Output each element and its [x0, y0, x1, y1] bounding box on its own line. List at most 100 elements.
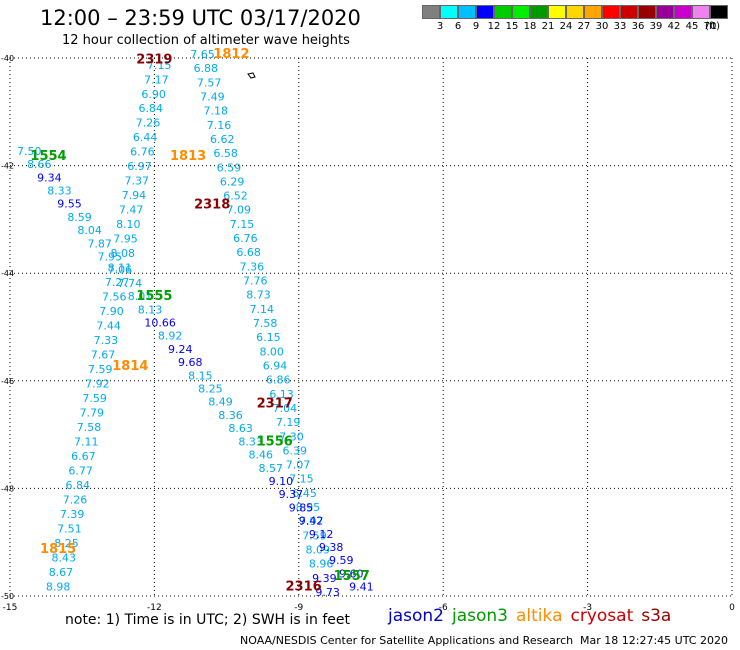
track-altika-descending-west: 7.157.176.906.847.266.446.766.977.377.94…: [46, 59, 172, 594]
wave-height-value: 7.09: [227, 204, 252, 217]
pass-label: 1556: [257, 434, 293, 449]
wave-height-value: 8.04: [77, 224, 102, 237]
wave-height-value: 6.62: [210, 133, 235, 146]
wave-height-value: 6.76: [130, 146, 155, 159]
wave-height-value: 9.85: [289, 501, 314, 514]
legend-swatch: [494, 5, 512, 19]
y-tick-label: -40: [1, 54, 14, 63]
wave-height-value: 8.66: [27, 158, 52, 171]
wave-height-value: 9.60: [339, 567, 364, 580]
y-tick-label: -46: [1, 377, 14, 386]
wave-height-value: 8.73: [246, 289, 271, 302]
wave-height-value: 7.16: [207, 119, 232, 132]
wave-height-value: 8.15: [188, 369, 213, 382]
legend-swatch: [440, 5, 458, 19]
wave-height-value: 7.26: [63, 494, 88, 507]
legend-label: 6: [454, 21, 462, 32]
wave-height-value: 6.90: [141, 88, 166, 101]
wave-height-value: 6.58: [213, 147, 238, 160]
wave-height-value: 6.44: [133, 131, 158, 144]
wave-height-value: 7.59: [88, 363, 113, 376]
legend-labels: 3 6 9 12 15 18 21 24 27 30 33 36 39 42 45 70: [422, 21, 728, 35]
wave-height-value: 8.96: [309, 558, 334, 571]
footer-note: note: 1) Time is in UTC; 2) SWH is in fe…: [65, 612, 351, 628]
wave-height-value: 7.49: [200, 90, 225, 103]
x-tick-label: -3: [583, 603, 592, 613]
legend-label: 33: [613, 21, 627, 32]
wave-height-value: 7.06: [108, 264, 133, 277]
map-pass-labels: 2319 1812 1554 1813 2318 1555 1814 2317 1556 1815…: [30, 47, 369, 595]
wave-height-value: 7.92: [85, 378, 110, 391]
legend-swatch: [422, 5, 440, 19]
wave-height-value: 6.52: [223, 190, 248, 203]
wave-height-value: 6.45: [292, 487, 317, 500]
wave-height-value: 7.59: [302, 529, 327, 542]
map-grid: [9, 57, 733, 597]
mission-jason2: jason2: [388, 606, 444, 626]
wave-height-value: 7.47: [119, 204, 144, 217]
legend-label: 3: [436, 21, 444, 32]
wave-height-value: 8.33: [47, 184, 72, 197]
legend-swatch: [458, 5, 476, 19]
wave-height-value: 9.73: [315, 586, 340, 599]
wave-height-value: 6.15: [256, 331, 281, 344]
wave-height-value: 7.51: [57, 523, 82, 536]
mission-altika: altika: [516, 606, 563, 626]
wave-height-value: 7.26: [136, 117, 161, 130]
wave-height-value: 9.39: [312, 572, 337, 585]
wave-height-value: 9.55: [57, 198, 82, 211]
pass-label: 1555: [136, 289, 172, 304]
wave-height-value: 7.17: [144, 73, 169, 86]
wave-height-value: 9.41: [349, 581, 374, 594]
page-title: 12:00 – 23:59 UTC 03/17/2020: [40, 6, 361, 30]
wave-height-value: 8.09: [306, 544, 331, 557]
wave-height-value: 7.58: [253, 317, 278, 330]
legend-swatch: [710, 5, 728, 19]
wave-height-value: 6.59: [217, 161, 242, 174]
legend-swatch: [692, 5, 710, 19]
wave-height-value: 7.59: [82, 392, 107, 405]
legend-label: 30: [595, 21, 609, 32]
footer-timestamp: Mar 18 12:27:45 UTC 2020: [580, 634, 728, 647]
legend-swatches: [422, 5, 728, 19]
wave-height-value: 7.36: [240, 260, 265, 273]
wave-height-value: 6.84: [139, 102, 164, 115]
wave-height-value: 10.66: [144, 317, 176, 330]
pass-label: 1812: [213, 47, 249, 62]
wave-height-value: 8.33: [238, 435, 263, 448]
legend-label: 21: [541, 21, 555, 32]
wave-height-value: 6.94: [263, 359, 288, 372]
legend-swatch: [476, 5, 494, 19]
mission-s3a: s3a: [641, 606, 672, 626]
mission-jason3: jason3: [452, 606, 508, 626]
legend-label: 15: [505, 21, 519, 32]
wave-height-value: 7.07: [286, 459, 311, 472]
wave-height-value: 8.49: [208, 396, 233, 409]
legend-swatch: [584, 5, 602, 19]
pass-label: 2319: [136, 52, 172, 67]
legend-unit: (ft): [705, 21, 721, 32]
legend-swatch: [638, 5, 656, 19]
wave-height-value: 8.98: [46, 581, 71, 594]
wave-height-value: 7.97: [299, 515, 324, 528]
mission-legend: jason2 jason3 altika cryosat s3a: [388, 606, 679, 626]
wave-height-value: 7.56: [102, 291, 127, 304]
x-tick-label: -9: [294, 603, 303, 613]
y-tick-label: -42: [1, 162, 14, 171]
wave-height-value: 7.15: [147, 59, 172, 72]
legend-label: 27: [577, 21, 591, 32]
wave-height-value: 7.44: [96, 320, 121, 333]
footer-credit: NOAA/NESDIS Center for Satellite Applica…: [240, 634, 574, 647]
legend-label: 18: [523, 21, 537, 32]
wave-height-value: 8.25: [198, 383, 223, 396]
x-tick-label: -15: [3, 603, 18, 613]
wave-height-value: 7.50: [17, 145, 42, 158]
wave-height-value: 7.18: [203, 105, 228, 118]
wave-height-value: 9.34: [37, 171, 62, 184]
wave-height-value: 7.14: [250, 303, 275, 316]
wave-height-value: 7.37: [125, 175, 150, 188]
wave-height-value: 6.77: [68, 465, 93, 478]
wave-height-value: 9.10: [269, 475, 294, 488]
wave-height-value: 8.46: [248, 449, 273, 462]
wave-height-value: 9.38: [319, 541, 344, 554]
